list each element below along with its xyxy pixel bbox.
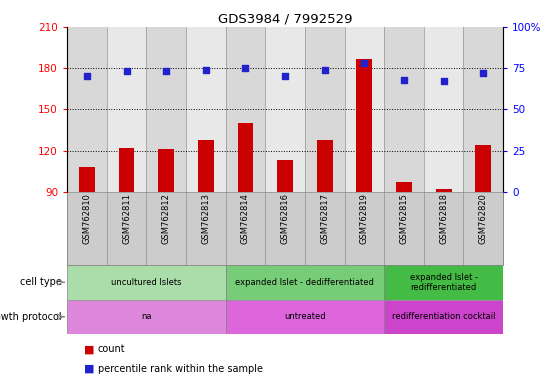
Point — [281, 73, 290, 79]
Point — [82, 73, 91, 79]
Text: expanded Islet - dedifferentiated: expanded Islet - dedifferentiated — [235, 278, 375, 287]
Bar — [79, 167, 95, 192]
Point — [201, 67, 210, 73]
Bar — [463, 27, 503, 192]
Bar — [435, 189, 452, 192]
Bar — [396, 182, 412, 192]
Text: ■: ■ — [84, 364, 94, 374]
Bar — [186, 27, 226, 192]
Point — [400, 77, 409, 83]
Point — [320, 67, 329, 73]
Bar — [384, 265, 503, 300]
Title: GDS3984 / 7992529: GDS3984 / 7992529 — [218, 13, 352, 26]
Text: redifferentiation cocktail: redifferentiation cocktail — [392, 312, 495, 321]
Text: growth protocol: growth protocol — [0, 312, 61, 322]
Bar — [317, 140, 333, 192]
Text: ■: ■ — [84, 344, 94, 354]
Text: expanded Islet -
redifferentiated: expanded Islet - redifferentiated — [410, 273, 477, 292]
Text: count: count — [98, 344, 125, 354]
Point — [122, 68, 131, 74]
Text: cell type: cell type — [20, 277, 61, 287]
Bar — [226, 300, 384, 334]
Point — [360, 60, 369, 66]
Point — [241, 65, 250, 71]
Bar — [344, 27, 384, 192]
Bar — [357, 58, 372, 192]
Text: percentile rank within the sample: percentile rank within the sample — [98, 364, 263, 374]
Bar — [424, 27, 463, 192]
Text: uncultured Islets: uncultured Islets — [111, 278, 182, 287]
Bar — [226, 27, 266, 192]
Bar — [238, 123, 253, 192]
Text: na: na — [141, 312, 151, 321]
Bar — [305, 27, 344, 192]
Bar — [67, 300, 226, 334]
Bar — [277, 161, 293, 192]
Bar — [158, 149, 174, 192]
Bar — [198, 140, 214, 192]
Point — [439, 78, 448, 84]
Point — [162, 68, 170, 74]
Bar — [475, 145, 491, 192]
Bar — [67, 27, 107, 192]
Bar — [226, 265, 384, 300]
Bar — [384, 300, 503, 334]
Bar — [266, 27, 305, 192]
Bar — [384, 27, 424, 192]
Bar — [67, 265, 226, 300]
Point — [479, 70, 488, 76]
Bar — [119, 148, 135, 192]
Bar — [107, 27, 146, 192]
Text: untreated: untreated — [284, 312, 326, 321]
Bar — [146, 27, 186, 192]
